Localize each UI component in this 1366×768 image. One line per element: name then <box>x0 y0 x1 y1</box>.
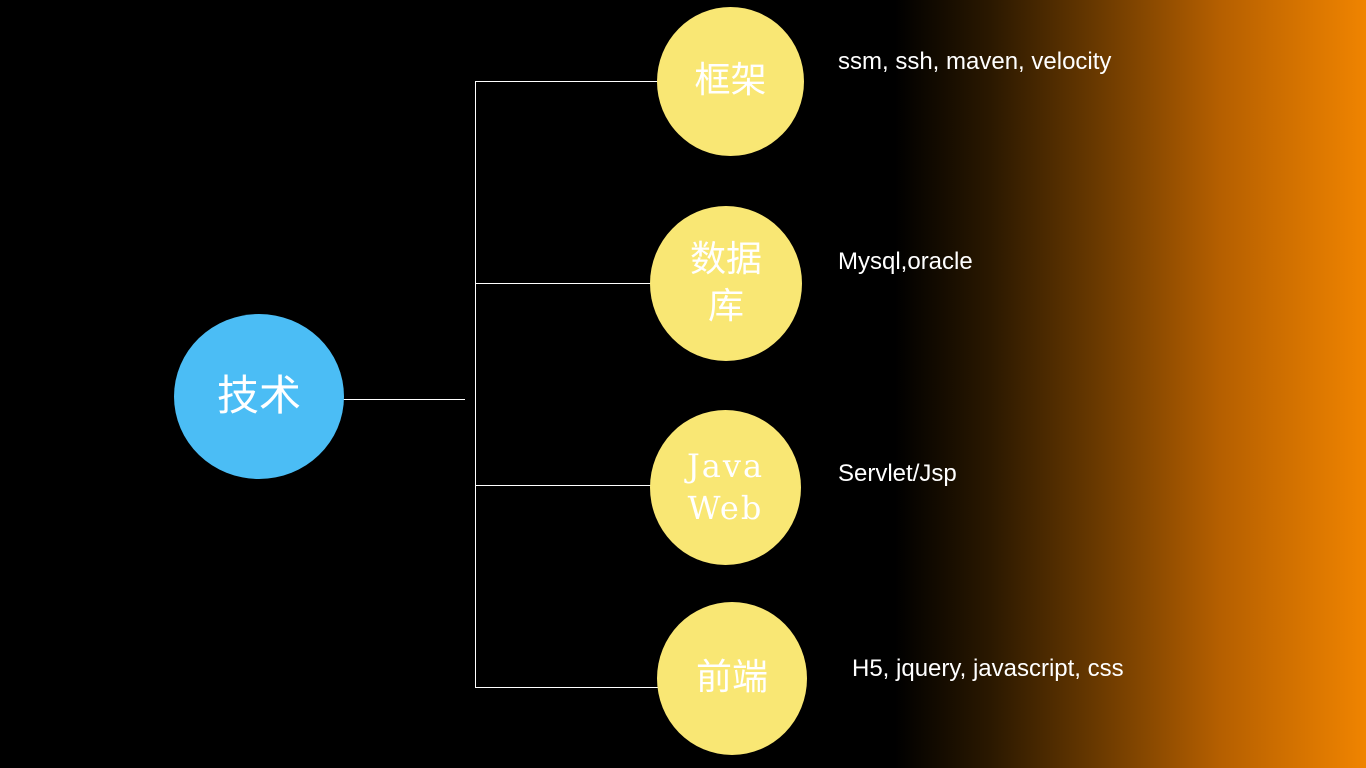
connector-branch-3 <box>475 485 653 486</box>
connector-branch-1 <box>475 81 660 82</box>
root-node: 技术 <box>174 314 344 479</box>
connector-branch-2 <box>475 283 653 284</box>
connector-branch-4 <box>475 687 660 688</box>
branch-node-label: 前端 <box>695 657 768 699</box>
branch-node-database: 数据库 <box>650 206 802 361</box>
detail-label-javaweb: Servlet/Jsp <box>838 460 957 487</box>
branch-node-label: Java Web <box>686 446 765 527</box>
connector-root <box>343 399 465 400</box>
branch-node-framework: 框架 <box>657 7 804 156</box>
detail-label-framework: ssm, ssh, maven, velocity <box>838 48 1112 75</box>
connector-trunk <box>475 81 476 687</box>
branch-node-label: 数据库 <box>689 238 762 327</box>
detail-label-database: Mysql,oracle <box>838 248 973 275</box>
branch-node-javaweb: Java Web <box>650 410 801 565</box>
branch-node-label: 框架 <box>694 60 767 102</box>
detail-label-frontend: H5, jquery, javascript, css <box>852 655 1124 682</box>
root-node-label: 技术 <box>216 371 301 421</box>
branch-node-frontend: 前端 <box>657 602 807 755</box>
